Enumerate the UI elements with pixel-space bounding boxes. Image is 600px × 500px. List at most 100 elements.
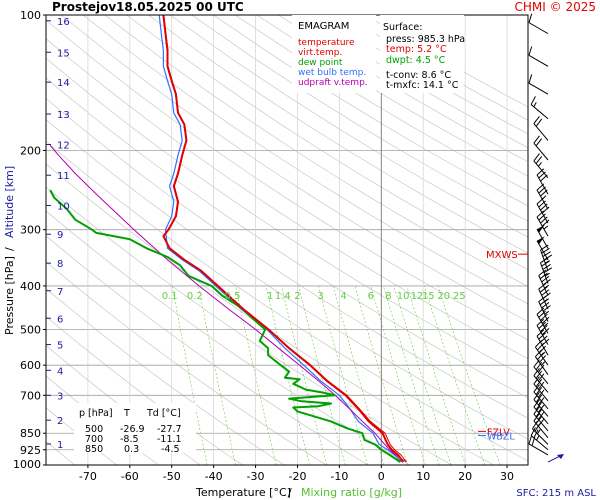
altitude-tick-label: 1 [57, 440, 63, 451]
surface-tmxfc: t-mxfc: 14.1 °C [386, 80, 459, 91]
wind-barb-flag [542, 305, 551, 312]
wind-barb-flag [535, 155, 543, 164]
wind-barb [536, 236, 549, 261]
levels-header-td: Td [°C] [146, 408, 181, 419]
levels-row-p: 850 [85, 444, 103, 455]
pressure-tick-label: 500 [20, 324, 41, 337]
legend-item: dew point [298, 58, 343, 68]
levels-header-t: T [123, 408, 130, 419]
levels-row-td: -11.1 [157, 434, 182, 445]
wind-barbs [528, 13, 564, 463]
mixing-ratio-lines [171, 285, 501, 465]
altitude-tick-label: 4 [57, 366, 63, 377]
mixing-ratio-line [265, 285, 310, 465]
wind-barb-half-flag [536, 429, 541, 435]
wind-barb [528, 46, 549, 67]
wind-barb-shaft [538, 275, 549, 296]
wind-barb [530, 96, 549, 120]
dry-adiabat [46, 97, 528, 419]
levels-row-td: -27.7 [157, 424, 182, 435]
surface-press: press: 985.3 hPa [386, 34, 465, 45]
altitude-tick-label: 3 [57, 391, 63, 402]
wind-barb-flag [541, 301, 550, 309]
wind-barb-flag [540, 335, 548, 343]
pressure-tick-label: 925 [20, 444, 41, 457]
y-axis-title: Pressure [hPa] / Altitude [km] [3, 166, 16, 335]
wind-barb-shaft [533, 375, 549, 393]
wind-barb-shaft [536, 203, 549, 224]
temperature-tick-label: -30 [247, 470, 265, 483]
wind-barb-flag [542, 292, 551, 299]
surface-info: Surface: press: 985.3 hPa temp: 5.2 °C d… [380, 15, 465, 93]
altitude-tick-label: 14 [57, 78, 70, 89]
station-name: Prostejov [52, 0, 116, 14]
wind-barb-half-flag [541, 361, 546, 366]
dry-adiabat [46, 440, 76, 465]
wind-barb-half-flag [543, 322, 549, 327]
wind-barb-flag [539, 272, 548, 280]
wind-barb [532, 420, 549, 445]
legend-title: EMAGRAM [298, 21, 349, 32]
wind-barb-shaft [533, 383, 549, 402]
wind-barb-flag [537, 381, 545, 390]
wind-barb-flag [535, 370, 543, 379]
x-axis-title-mixing-ratio: Mixing ratio [g/kg] [301, 486, 402, 499]
wind-barb-flag [537, 364, 545, 373]
wind-barb-shaft [528, 54, 549, 67]
wind-barb-flag [537, 373, 545, 382]
x-axis-title-separator: / [288, 486, 292, 499]
wind-barb [538, 282, 551, 310]
wind-barb-flag [541, 219, 550, 227]
mixing-ratio-label: 6 [368, 291, 374, 302]
mixing-ratio-line [423, 285, 486, 465]
levels-header-p: p [hPa] [79, 408, 113, 419]
wind-barb [533, 359, 549, 385]
dry-adiabat [191, 15, 528, 222]
wind-barb-flag [540, 203, 548, 211]
wind-barb-shaft [536, 189, 549, 210]
y-axis-title-pressure: Pressure [hPa] [3, 256, 16, 335]
dry-adiabat [46, 288, 285, 465]
wind-barb [533, 135, 549, 161]
surface-dwpt: dwpt: 4.5 °C [386, 55, 446, 66]
wind-barb-shaft [534, 356, 549, 375]
altitude-tick-label: 12 [57, 141, 70, 152]
temperature-tick-label: 30 [500, 470, 514, 483]
wind-barb-half-flag [541, 351, 546, 357]
wind-barb-flag [538, 269, 547, 276]
plot-frame [45, 14, 529, 466]
wind-barb [528, 13, 549, 35]
wind-barb-shaft [540, 249, 549, 271]
wind-barb-half-flag [544, 310, 550, 315]
wind-barb-shaft [532, 428, 549, 445]
wind-barb-shaft [530, 104, 549, 120]
surface-tconv: t-conv: 8.6 °C [386, 70, 451, 81]
wind-barb-flag [538, 213, 546, 221]
mixing-ratio-line [437, 285, 501, 465]
wind-barb-shaft [536, 335, 549, 356]
mixing-ratio-line [393, 285, 452, 465]
wind-barb-half-flag [544, 298, 550, 303]
series-wet-bulb-temp [158, 15, 402, 463]
wind-barb-half-flag [544, 284, 550, 289]
series-udpraft-v-temp [49, 145, 407, 463]
pressure-tick-label: 100 [20, 9, 41, 22]
legend-background [292, 15, 376, 93]
levels-row-p: 700 [85, 434, 103, 445]
wind-barb-half-flag [536, 435, 540, 441]
wind-barb-flag [541, 247, 550, 254]
y-axis-title-altitude: Altitude [km] [3, 166, 16, 238]
pressure-tick-label: 400 [20, 280, 41, 293]
dry-adiabat [213, 15, 528, 207]
wind-barb-flag [536, 168, 545, 176]
levels-row-t: -8.5 [120, 434, 139, 445]
legend-item: virt.temp. [298, 48, 342, 58]
altitude-tick-label: 13 [57, 110, 70, 121]
dry-adiabat [104, 15, 528, 287]
mixing-ratio-label: 0.2 [187, 291, 203, 302]
wind-barb-flag [533, 115, 540, 124]
wind-barb-flag [538, 310, 546, 318]
temperature-tick-label: -50 [163, 470, 181, 483]
dry-adiabat [147, 15, 528, 254]
